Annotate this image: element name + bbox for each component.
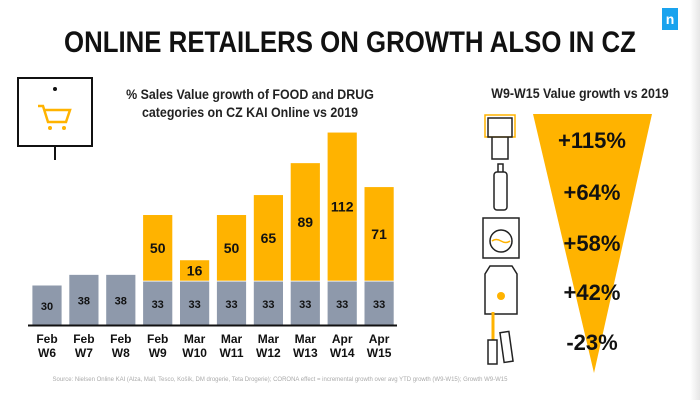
x-tick-label: W11 [219,346,243,360]
chart-title: % Sales Value growth of FOOD and DRUG ca… [126,87,374,120]
data-label: 33 [262,299,274,311]
corona-bar [216,214,247,282]
growth-value: +64% [563,180,621,205]
corona-bar [289,162,321,282]
data-label: 65 [261,230,277,246]
base-bar [105,274,137,326]
baby-bottle-icon [493,163,508,211]
data-label: 33 [299,299,311,311]
pet-food-icon [484,265,518,315]
data-label: 38 [78,296,90,308]
data-label: 33 [373,299,385,311]
data-label: 33 [188,299,200,311]
data-label: 30 [41,301,53,313]
growth-value: +58% [563,231,621,256]
data-label: 33 [225,299,237,311]
x-tick-label: Feb [147,332,168,346]
nielsen-logo: n [662,8,678,30]
x-tick-label: W8 [112,346,130,360]
data-label: 50 [150,240,166,256]
monitor-cart-icon [17,77,93,160]
x-tick-label: W10 [182,346,207,360]
page-title: ONLINE RETAILERS ON GROWTH ALSO IN CZ [64,26,636,59]
data-label: 71 [371,226,387,242]
x-tick-label: W14 [330,346,355,360]
washing-machine-icon [482,217,520,259]
x-tick-label: Mar [221,332,243,346]
bar-chart: 30FebW638FebW738FebW83350FebW93316MarW10… [28,131,397,360]
x-tick-label: Mar [184,332,206,346]
data-label: 33 [336,299,348,311]
x-tick-label: Feb [73,332,94,346]
x-tick-label: W9 [149,346,167,360]
base-bar [326,280,358,326]
growth-title: W9-W15 Value growth vs 2019 [491,86,669,101]
funnel-triangle [533,114,652,373]
base-bar [216,280,247,326]
data-label: 89 [298,214,314,230]
data-label: 38 [115,296,127,308]
x-tick-label: Apr [369,332,390,346]
data-label: 33 [152,299,164,311]
source-note: Source: Nielsen Online KAI (Alza, Mall, … [52,377,508,383]
edge-shade [690,0,700,400]
x-tick-label: W12 [256,346,281,360]
corona-bar [363,186,395,282]
growth-value: -23% [566,330,618,355]
x-tick-label: W15 [367,346,392,360]
x-tick-label: W7 [75,346,93,360]
x-tick-label: Mar [295,332,317,346]
data-label: 50 [224,240,240,256]
corona-bar [142,214,174,282]
toilet-paper-icon [484,114,516,160]
data-label: 112 [331,199,354,215]
x-tick-label: Apr [332,332,353,346]
x-tick-label: Feb [36,332,57,346]
x-tick-label: W6 [38,346,56,360]
corona-bar [326,131,358,282]
base-bar [142,280,174,326]
x-tick-label: W13 [293,346,318,360]
corona-bar [179,259,211,282]
data-label: 16 [187,262,203,278]
base-bar [31,284,63,326]
x-tick-label: Mar [258,332,280,346]
cosmetics-icon [487,312,514,365]
x-tick-label: Feb [110,332,131,346]
base-bar [363,280,395,326]
growth-value: +115% [558,128,626,153]
corona-bar [252,194,284,282]
growth-value: +42% [563,280,621,305]
